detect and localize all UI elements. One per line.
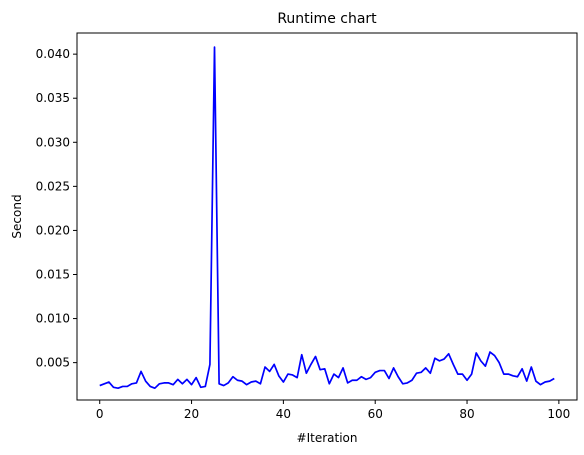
x-tick-label: 80 [459,407,474,421]
y-tick-label: 0.020 [36,223,70,237]
runtime-series-line [99,46,555,390]
x-tick-label: 40 [276,407,291,421]
series-layer [99,46,555,390]
y-tick-label: 0.025 [36,179,70,193]
y-tick-label: 0.005 [36,356,70,370]
x-tick-label: 0 [96,407,104,421]
y-tick-label: 0.030 [36,135,70,149]
y-tick-label: 0.035 [36,91,70,105]
plot-area-frame [76,32,578,401]
x-tick-label: 20 [184,407,199,421]
y-tick-label: 0.010 [36,312,70,326]
x-axis: 0 20 40 60 80 100 [96,400,570,421]
y-axis: 0.005 0.010 0.015 0.020 0.025 0.030 0.035 0.040 [36,47,77,370]
y-tick-label: 0.040 [36,47,70,61]
y-axis-label: Second [10,194,24,238]
chart-title: Runtime chart [277,11,377,27]
x-tick-label: 100 [547,407,570,421]
x-axis-label: #Iteration [297,431,358,445]
x-tick-label: 60 [368,407,383,421]
y-tick-label: 0.015 [36,267,70,281]
